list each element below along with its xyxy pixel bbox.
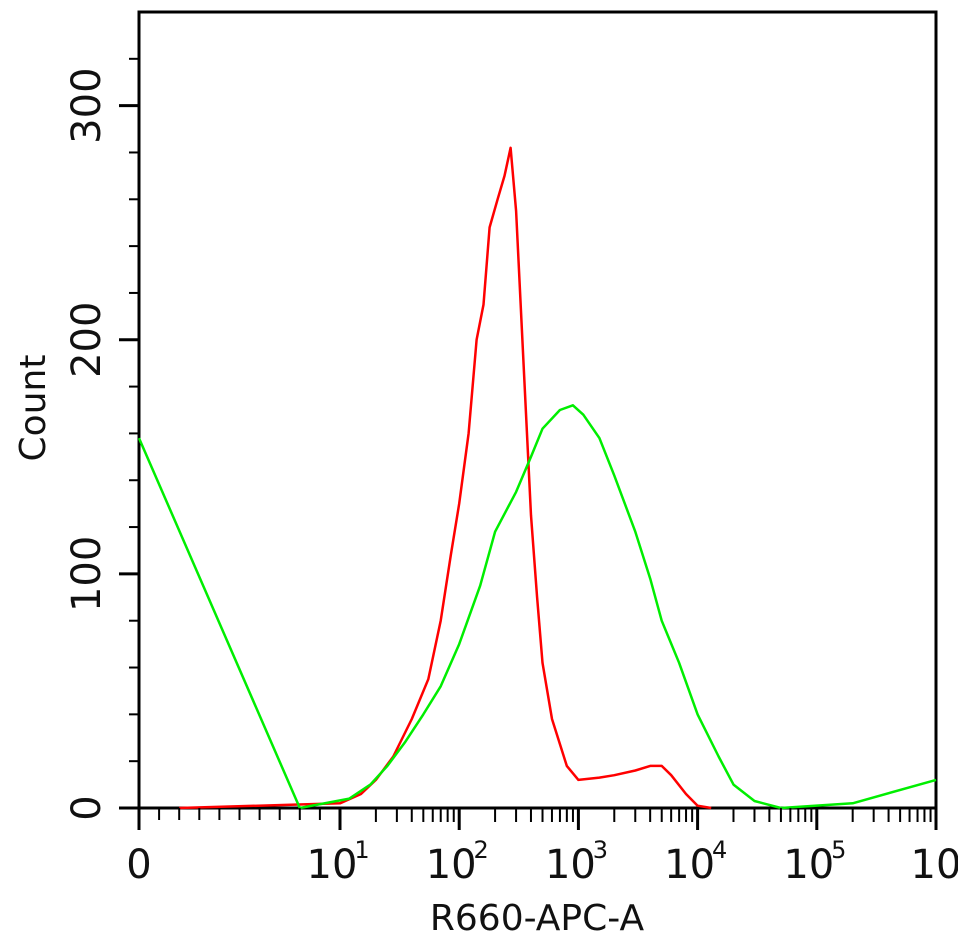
x-tick-label: 10 (426, 842, 477, 888)
x-tick-label: 10 (783, 842, 834, 888)
x-tick-label: 10 (664, 842, 715, 888)
x-tick-label: 10 (911, 842, 958, 888)
x-tick-exponent: 2 (474, 836, 489, 864)
y-tick-label: 300 (64, 67, 110, 143)
x-minor-ticks (158, 808, 932, 822)
x-tick-exponent: 1 (354, 836, 369, 864)
x-tick-exponent: 4 (712, 836, 727, 864)
series-line-1 (137, 404, 937, 810)
x-tick-label: 10 (545, 842, 596, 888)
series-layer (137, 146, 937, 810)
x-axis-label: R660-APC-A (430, 898, 645, 938)
y-tick-label: 0 (64, 795, 110, 820)
y-axis-label: Count (13, 355, 54, 462)
x-axis-ticks: 0 101 102 103 104 105 10 (126, 808, 958, 888)
x-tick-label: 0 (126, 842, 151, 888)
plot-frame (137, 10, 938, 810)
x-tick-label: 10 (307, 842, 358, 888)
x-tick-exponent: 3 (593, 836, 608, 864)
series-line-0 (179, 146, 712, 810)
x-tick-exponent: 5 (831, 836, 846, 864)
y-tick-label: 100 (64, 536, 110, 612)
y-tick-label: 200 (64, 302, 110, 378)
y-axis-ticks: 0 100 200 300 (64, 57, 139, 821)
